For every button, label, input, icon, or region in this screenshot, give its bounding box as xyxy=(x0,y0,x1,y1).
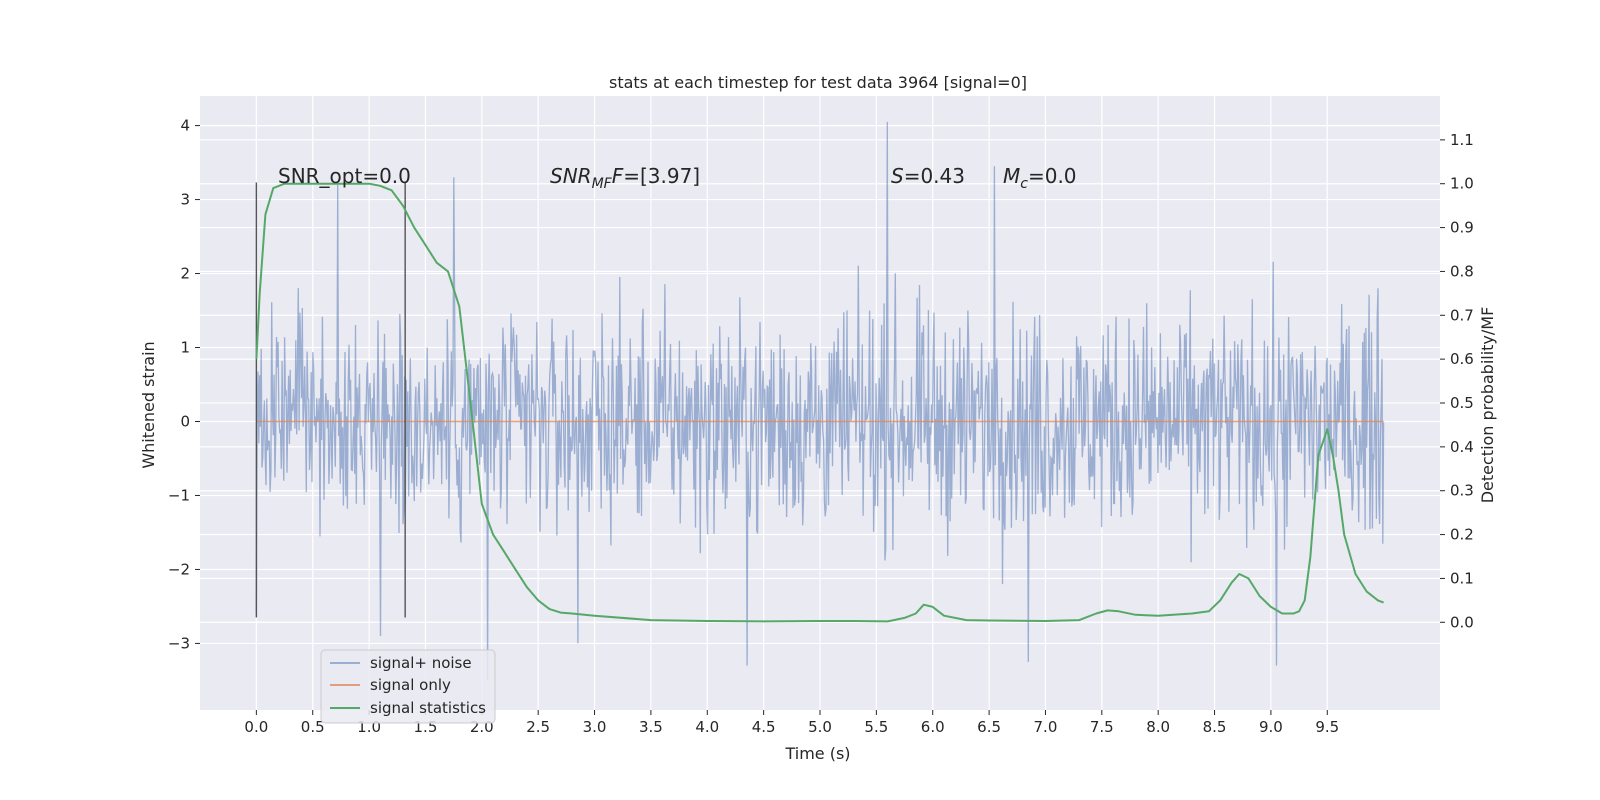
left-y-axis-title: Whitened strain xyxy=(139,341,158,468)
legend-label-signal-statistics: signal statistics xyxy=(370,699,486,717)
annotation-s: S=0.43 xyxy=(891,164,965,188)
annotation-snr-opt: SNR_opt=0.0 xyxy=(278,164,411,188)
x-axis-title: Time (s) xyxy=(784,744,850,763)
chart-title: stats at each timestep for test data 396… xyxy=(609,73,1027,92)
right-y-axis-ticks: 1.1 1.0 0.9 0.8 0.7 0.6 0.5 0.4 0.3 0.2 0.1 0.0 xyxy=(1440,131,1474,631)
annotation-mc-label: M xyxy=(1003,164,1020,188)
annotation-mc-value: =0.0 xyxy=(1028,164,1077,188)
x-tick-label: 9.5 xyxy=(1315,718,1339,736)
left-y-tick-label: 0 xyxy=(180,412,190,430)
x-tick-label: 5.0 xyxy=(808,718,832,736)
right-y-tick-label: 0.4 xyxy=(1450,438,1474,456)
x-tick-label: 3.5 xyxy=(639,718,663,736)
left-y-tick-label: 4 xyxy=(180,117,190,135)
right-y-tick-label: 0.1 xyxy=(1450,569,1474,587)
right-y-tick-label: 0.8 xyxy=(1450,262,1474,280)
right-y-tick-label: 0.7 xyxy=(1450,306,1474,324)
annotation-mc: Mc=0.0 xyxy=(1003,164,1077,192)
x-tick-label: 4.0 xyxy=(695,718,719,736)
right-y-tick-label: 0.0 xyxy=(1450,613,1474,631)
annotation-s-label: S xyxy=(891,164,904,188)
annotation-snr-mf-value: =[3.97] xyxy=(623,164,700,188)
event-marker-lines xyxy=(255,182,406,618)
x-tick-label: 6.5 xyxy=(977,718,1001,736)
x-tick-label: 9.0 xyxy=(1259,718,1283,736)
x-tick-label: 2.5 xyxy=(526,718,550,736)
x-tick-label: 8.0 xyxy=(1146,718,1170,736)
right-y-axis-title: Detection probability/MF xyxy=(1478,307,1497,504)
annotation-mc-subscript: c xyxy=(1020,176,1028,192)
x-tick-label: 0.0 xyxy=(244,718,268,736)
right-y-tick-label: 0.6 xyxy=(1450,350,1474,368)
x-tick-label: 7.5 xyxy=(1090,718,1114,736)
signal-noise-line xyxy=(255,121,1385,681)
x-tick-label: 5.5 xyxy=(864,718,888,736)
legend-label-signal-noise: signal+ noise xyxy=(370,654,472,672)
annotation-snr-mf-label: SNR xyxy=(550,164,592,188)
annotation-s-value: =0.43 xyxy=(904,164,965,188)
x-tick-label: 3.0 xyxy=(583,718,607,736)
legend-label-signal-only: signal only xyxy=(370,676,451,694)
left-y-tick-label: 2 xyxy=(180,265,190,283)
right-y-tick-label: 1.1 xyxy=(1450,131,1474,149)
signal-statistics-line xyxy=(255,182,1384,623)
left-y-tick-label: −1 xyxy=(168,486,190,504)
x-tick-label: 4.5 xyxy=(752,718,776,736)
left-y-tick-label: 3 xyxy=(180,191,190,209)
left-y-tick-label: −2 xyxy=(168,560,190,578)
right-y-tick-label: 1.0 xyxy=(1450,175,1474,193)
legend-box xyxy=(320,649,496,724)
right-y-tick-label: 0.5 xyxy=(1450,394,1474,412)
legend: signal+ noise signal only signal statist… xyxy=(320,649,496,724)
right-y-tick-label: 0.9 xyxy=(1450,219,1474,237)
x-tick-label: 7.0 xyxy=(1034,718,1058,736)
x-tick-label: 8.5 xyxy=(1203,718,1227,736)
left-y-axis-ticks: 4 3 2 1 0 −1 −2 −3 xyxy=(168,117,200,652)
signal-noise-series xyxy=(255,121,1385,681)
left-y-tick-label: −3 xyxy=(168,634,190,652)
signal-statistics-series xyxy=(255,182,1384,623)
right-y-tick-label: 0.2 xyxy=(1450,526,1474,544)
x-tick-label: 6.0 xyxy=(921,718,945,736)
annotation-snr-mf-subscript: MF xyxy=(592,176,613,192)
x-tick-label: 0.5 xyxy=(301,718,325,736)
annotation-snr-mf: SNRMFF=[3.97] xyxy=(550,164,700,192)
left-y-tick-label: 1 xyxy=(180,339,190,357)
right-y-tick-label: 0.3 xyxy=(1450,482,1474,500)
x-axis-ticks: 0.0 0.5 1.0 1.5 2.0 2.5 3.0 3.5 4.0 4.5 5.0 5.5 6.0 6… xyxy=(244,710,1339,736)
annotation-snr-mf-f: F xyxy=(612,164,624,188)
